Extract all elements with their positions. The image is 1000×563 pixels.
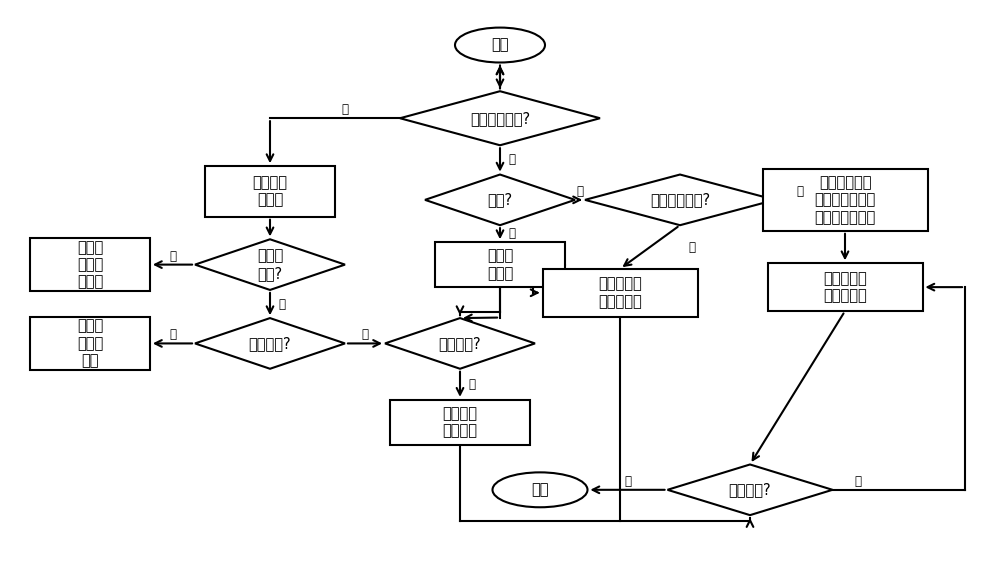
FancyBboxPatch shape	[768, 263, 922, 311]
Polygon shape	[400, 91, 600, 145]
Text: 功率等级调节?: 功率等级调节?	[650, 193, 710, 207]
Text: 否: 否	[362, 328, 369, 342]
Text: 是: 是	[169, 328, 176, 342]
Text: 滞环逻辑
辨判别: 滞环逻辑 辨判别	[252, 175, 288, 208]
Text: 准短路
工况?: 准短路 工况?	[257, 248, 283, 281]
Text: 开始: 开始	[491, 38, 509, 52]
Text: 执行起
弧步骤: 执行起 弧步骤	[487, 248, 513, 281]
Text: 常规工况?: 常规工况?	[439, 336, 481, 351]
Text: 否: 否	[278, 297, 286, 311]
FancyBboxPatch shape	[542, 269, 698, 316]
Polygon shape	[195, 239, 345, 290]
Text: 执行开
路工况
步骤: 执行开 路工况 步骤	[77, 319, 103, 368]
Text: 是: 是	[689, 240, 696, 253]
Ellipse shape	[492, 472, 588, 507]
Text: 是: 是	[469, 378, 476, 391]
Text: 否: 否	[576, 185, 584, 198]
FancyBboxPatch shape	[30, 238, 150, 291]
Ellipse shape	[455, 28, 545, 62]
Polygon shape	[425, 175, 575, 225]
Text: 执行功率等
级调节步骤: 执行功率等 级调节步骤	[598, 276, 642, 309]
Text: 否: 否	[854, 475, 861, 488]
Text: 否: 否	[796, 185, 804, 198]
Text: 系统退出?: 系统退出?	[729, 482, 771, 497]
Text: 结束: 结束	[531, 482, 549, 497]
Text: 开路工况?: 开路工况?	[249, 336, 291, 351]
Text: 主动控制工况?: 主动控制工况?	[470, 111, 530, 126]
Text: 执行准
短路工
况步骤: 执行准 短路工 况步骤	[77, 240, 103, 289]
Polygon shape	[195, 318, 345, 369]
Text: 调整负载侧功
率、电压、电流
指令及加热周期: 调整负载侧功 率、电压、电流 指令及加热周期	[814, 175, 876, 225]
Text: 否: 否	[342, 103, 349, 117]
FancyBboxPatch shape	[390, 400, 530, 445]
FancyBboxPatch shape	[435, 242, 565, 287]
Text: 是: 是	[509, 227, 516, 240]
Polygon shape	[385, 318, 535, 369]
FancyBboxPatch shape	[763, 169, 928, 231]
Polygon shape	[585, 175, 775, 225]
Text: 是: 是	[169, 249, 176, 263]
Text: 执行一相独
立运行步骤: 执行一相独 立运行步骤	[823, 271, 867, 303]
Text: 是: 是	[624, 475, 631, 488]
FancyBboxPatch shape	[205, 166, 335, 217]
Text: 执行常规
工况步骤: 执行常规 工况步骤	[442, 406, 478, 439]
Text: 是: 是	[509, 153, 516, 167]
Polygon shape	[668, 464, 832, 515]
FancyBboxPatch shape	[30, 316, 150, 370]
Text: 起弧?: 起弧?	[487, 193, 513, 207]
